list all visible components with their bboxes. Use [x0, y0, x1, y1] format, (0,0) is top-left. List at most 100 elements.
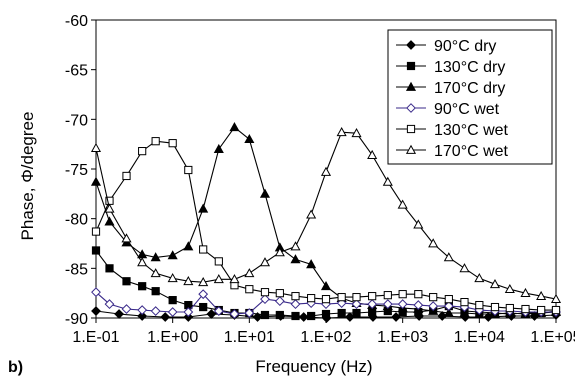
- data-point: [290, 241, 301, 251]
- y-tick-label: -65: [65, 63, 88, 80]
- data-point: [213, 143, 224, 153]
- legend-marker: [406, 124, 416, 134]
- data-point: [105, 264, 114, 273]
- data-point: [398, 290, 407, 299]
- data-point: [320, 166, 332, 176]
- data-point: [337, 293, 346, 302]
- data-point: [259, 257, 271, 267]
- data-point: [104, 216, 115, 226]
- data-point: [504, 283, 515, 294]
- y-tick-label: -60: [65, 13, 88, 30]
- x-tick-label: 1.E-01: [72, 329, 119, 346]
- data-point: [150, 306, 161, 316]
- data-point: [199, 245, 208, 254]
- legend-marker: [405, 81, 417, 91]
- y-tick-label: -85: [65, 261, 88, 278]
- data-point: [183, 307, 194, 317]
- data-point: [90, 142, 102, 152]
- data-point: [137, 249, 148, 259]
- series-4: [91, 137, 561, 315]
- data-point: [104, 203, 115, 213]
- data-point: [229, 309, 240, 319]
- data-point: [443, 307, 454, 317]
- data-point: [368, 307, 377, 317]
- legend-marker: [405, 144, 417, 154]
- data-point: [183, 241, 194, 251]
- data-point: [122, 171, 131, 181]
- data-point: [397, 299, 408, 310]
- data-point: [382, 299, 393, 310]
- y-tick-label: -80: [65, 212, 88, 229]
- data-point: [183, 312, 194, 322]
- data-point: [352, 293, 361, 302]
- data-point: [383, 291, 392, 300]
- data-point: [274, 247, 285, 257]
- data-point: [260, 288, 270, 297]
- legend-entry-label: 170°C wet: [434, 143, 509, 160]
- data-point: [150, 268, 161, 278]
- data-point: [167, 273, 178, 283]
- data-point: [160, 312, 171, 322]
- data-point: [443, 252, 454, 262]
- data-point: [306, 209, 317, 219]
- legend-box: [387, 29, 553, 165]
- data-point: [490, 302, 500, 312]
- y-axis-title: Phase, Φ/degree: [18, 112, 37, 241]
- legend-marker: [406, 61, 416, 71]
- data-point: [397, 199, 408, 209]
- data-point: [298, 312, 309, 322]
- x-tick-label: 1.E+05: [530, 329, 575, 346]
- legend-marker: [406, 40, 416, 50]
- data-point: [306, 259, 317, 269]
- legend-entry-label: 90°C wet: [434, 101, 500, 118]
- data-point: [275, 289, 284, 298]
- data-point: [428, 301, 439, 311]
- data-point: [104, 299, 115, 310]
- data-point: [168, 296, 177, 305]
- data-point: [90, 176, 102, 186]
- data-point: [121, 233, 132, 243]
- data-point: [444, 295, 453, 304]
- data-point: [489, 278, 501, 289]
- data-point: [505, 303, 514, 313]
- data-point: [443, 301, 454, 311]
- data-point: [168, 139, 177, 148]
- legend: 90°C dry 130°C dry 170°C dry 90°C wet 130°C …: [387, 29, 553, 165]
- data-point: [199, 302, 208, 312]
- series-5: [90, 127, 562, 303]
- data-point: [337, 308, 346, 318]
- data-point: [437, 311, 448, 321]
- legend-entry-label: 130°C wet: [434, 122, 509, 139]
- data-point: [167, 250, 178, 260]
- data-point: [91, 246, 101, 255]
- data-point: [320, 280, 332, 291]
- data-point: [114, 309, 124, 319]
- data-point: [291, 311, 300, 321]
- data-point: [460, 298, 469, 307]
- data-point: [321, 295, 331, 304]
- data-point: [206, 309, 217, 319]
- data-point: [429, 293, 438, 302]
- data-point: [244, 308, 255, 318]
- data-point: [137, 305, 148, 315]
- data-point: [137, 257, 148, 267]
- data-point: [138, 147, 147, 156]
- data-point: [259, 188, 271, 198]
- data-point: [137, 311, 148, 321]
- data-point: [229, 122, 240, 132]
- data-point: [291, 292, 300, 301]
- data-point: [260, 294, 270, 305]
- data-point: [307, 294, 316, 303]
- y-tick-label: -70: [65, 112, 88, 129]
- data-point: [321, 309, 331, 319]
- data-point: [138, 282, 147, 291]
- data-point: [91, 227, 101, 236]
- data-point: [183, 276, 194, 286]
- data-point: [414, 290, 423, 299]
- data-point: [413, 219, 424, 229]
- data-point: [252, 312, 263, 322]
- y-tick-label: -90: [65, 311, 88, 328]
- legend-entry-label: 90°C dry: [434, 38, 496, 55]
- data-point: [150, 252, 161, 262]
